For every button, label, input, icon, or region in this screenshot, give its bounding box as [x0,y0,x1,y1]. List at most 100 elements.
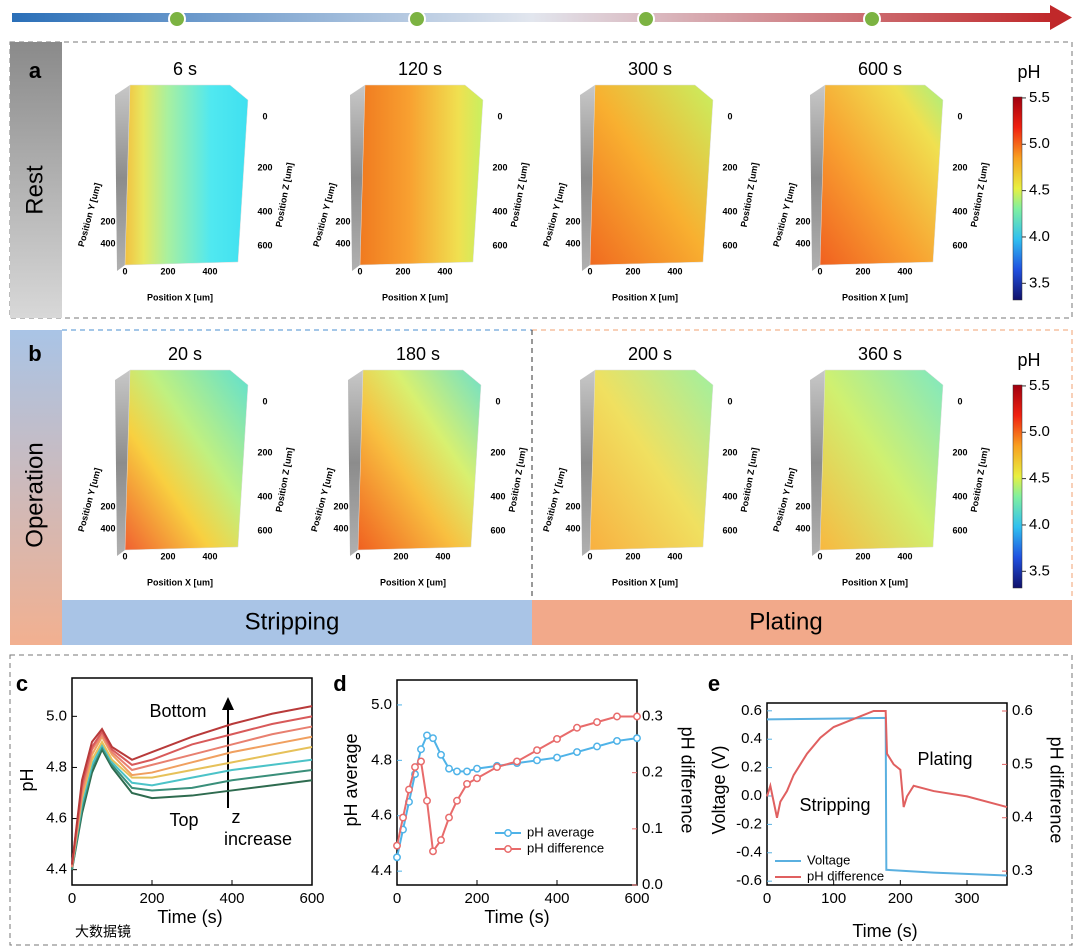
x-tick-label: 0 [122,551,127,561]
y2-axis-label: pH difference [1046,737,1066,844]
y-tick-label: 400 [100,523,115,533]
colorbar-tick-label: 4.5 [1029,182,1050,199]
colorbar-title: pH [1017,62,1040,82]
legend-label: pH average [527,824,594,839]
box-side [348,370,363,556]
point [613,736,621,745]
x-tick-label: 0 [587,551,592,561]
point [429,847,437,856]
z-axis-label: Position Z [um] [509,162,530,228]
x-tick-label: 200 [625,266,640,276]
colorbar-tick-label: 3.5 [1029,562,1050,579]
y-tick-label: 400 [335,238,350,248]
x-tick-label: 600 [299,890,324,907]
colorbar-tick-label: 5.0 [1029,135,1050,152]
z-tick-label: 400 [952,206,967,216]
z-tick-label: 400 [952,491,967,501]
y-axis-label: pH [17,768,37,791]
y-axis-label: Position Y [um] [771,467,798,533]
z-axis-label: Position Z [um] [274,447,295,513]
x-tick-label: 400 [202,266,217,276]
y-tick-label: 200 [100,501,115,511]
y-axis-label: Position Y [um] [309,467,336,533]
time-title: 180 s [396,344,440,364]
timeline [12,13,1052,22]
stripping-band [62,600,532,645]
y2-tick-label: 0.5 [1012,755,1033,772]
colorbar-tick-label: 5.5 [1029,377,1050,394]
point [463,779,471,788]
annotation: z [232,807,241,827]
box-side [810,370,825,556]
time-title: 20 s [168,344,202,364]
series-line [71,715,313,865]
y-tick-label: -0.4 [736,844,762,861]
legend-marker [504,845,512,853]
timeline-head [1050,5,1072,30]
series-line [396,734,638,858]
z-tick-label: 600 [952,525,967,535]
y2-tick-label: 0.2 [642,764,663,781]
colorbar-tick-label: 4.0 [1029,228,1050,245]
z-tick-label: 400 [722,491,737,501]
z-tick-label: 200 [492,162,507,172]
point [593,718,601,727]
series-line [766,716,1008,877]
y-tick-label: 0.0 [741,787,762,804]
z-tick-label: 400 [490,491,505,501]
x-tick-label: 0 [817,551,822,561]
x-tick-label: 0 [587,266,592,276]
y-tick-label: 0.6 [741,702,762,719]
x-tick-label: 0 [763,890,771,907]
time-title: 360 s [858,344,902,364]
y-tick-label: -0.6 [736,872,762,889]
y-tick-label: 4.8 [371,751,392,768]
z-tick-label: 0 [727,396,732,406]
box-side [580,370,595,556]
z-tick-label: 200 [952,162,967,172]
z-axis-label: Position Z [um] [507,447,528,513]
y2-tick-label: 0.4 [1012,809,1033,826]
z-tick-label: 0 [262,111,267,121]
z-tick-label: 0 [727,111,732,121]
ph-field [124,84,249,266]
y-tick-label: 4.4 [46,861,67,878]
x-tick-label: 400 [667,551,682,561]
point [393,853,401,862]
x-tick-label: 0 [817,266,822,276]
z-axis-label: Position Z [um] [739,162,760,228]
series-line [71,705,313,865]
colorbar-tick-label: 3.5 [1029,274,1050,291]
x-tick-label: 0 [355,551,360,561]
series-line [71,742,313,868]
panel-label: d [333,671,346,696]
x-tick-label: 200 [160,551,175,561]
x-tick-label: 0 [357,266,362,276]
colorbar [1012,96,1023,301]
ph-field [359,84,484,266]
x-axis-label: Position X [um] [612,292,678,302]
point [437,750,445,759]
y-tick-label: 400 [795,238,810,248]
y2-axis-label: pH difference [677,727,697,834]
z-tick-label: 600 [257,240,272,250]
z-tick-label: 200 [722,447,737,457]
y-axis-label: pH average [341,733,361,826]
z-tick-label: 200 [722,162,737,172]
annotation: Top [169,810,198,830]
z-arrow-head [222,697,234,710]
x-tick-label: 200 [139,890,164,907]
point [437,836,445,845]
series-line [71,739,313,868]
x-tick-label: 200 [393,551,408,561]
point [573,723,581,732]
series-line [71,734,313,868]
z-axis-label: Position Z [um] [969,162,990,228]
panel-label: e [708,671,720,696]
point [473,764,481,773]
y-tick-label: 200 [335,216,350,226]
watermark: 大数据镜 [75,924,131,940]
x-axis-label: Time (s) [852,921,917,941]
